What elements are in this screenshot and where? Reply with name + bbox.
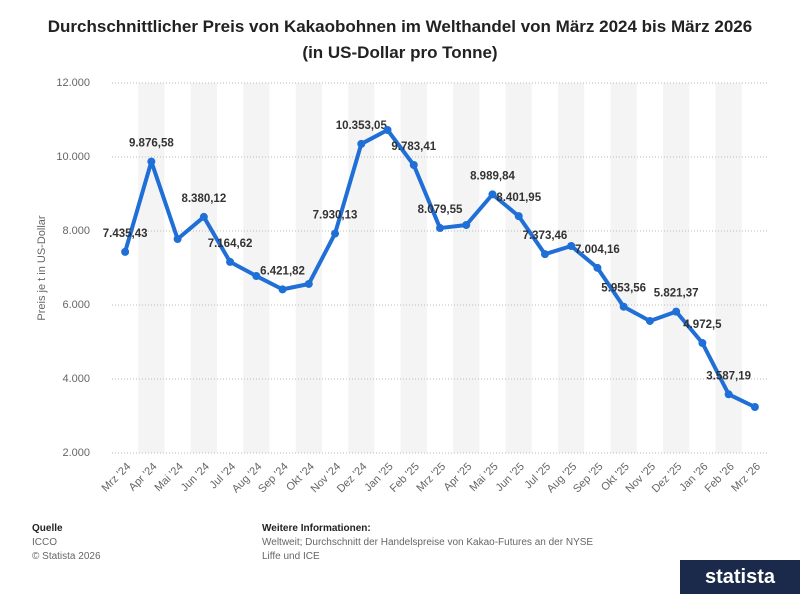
info-title: Weitere Informationen: <box>262 523 371 534</box>
value-label: 8.989,84 <box>470 170 515 182</box>
x-tick-label: Sep '24 <box>256 461 291 496</box>
point <box>488 190 497 199</box>
value-label: 3.587,19 <box>706 370 751 382</box>
x-tick-label: Jun '24 <box>179 461 212 494</box>
copyright: © Statista 2026 <box>32 551 101 562</box>
value-label: 7.164,62 <box>208 238 253 250</box>
value-label: 6.421,82 <box>260 265 305 277</box>
point <box>619 302 628 311</box>
point <box>672 307 681 316</box>
y-tick-label: 2.000 <box>62 447 90 459</box>
band <box>243 83 270 453</box>
chart-title: Durchschnittlicher Preis von Kakaobohnen… <box>47 17 753 62</box>
point <box>226 257 235 266</box>
value-label: 7.930,13 <box>313 210 358 222</box>
value-label: 8.079,55 <box>418 204 463 216</box>
point <box>252 271 261 280</box>
value-label: 8.401,95 <box>496 192 541 204</box>
value-label: 4.972,5 <box>683 319 722 331</box>
point <box>357 139 366 148</box>
x-tick-label: Jun '25 <box>494 461 527 494</box>
y-tick-label: 8.000 <box>62 225 90 237</box>
point <box>750 403 759 412</box>
band <box>400 83 427 453</box>
point <box>173 234 182 243</box>
point <box>698 339 707 348</box>
x-tick-label: Sep '25 <box>571 461 606 496</box>
band <box>505 83 532 453</box>
y-axis-label: Preis je t in US-Dollar <box>36 215 48 320</box>
logo[interactable]: statista <box>680 560 800 594</box>
point <box>121 247 130 256</box>
point <box>199 212 208 221</box>
point <box>278 285 287 294</box>
point <box>462 221 471 230</box>
info: Weltweit; Durchschnitt der Handelspreise… <box>262 537 594 562</box>
x-tick-label: Dez '25 <box>650 461 685 496</box>
band <box>190 83 217 453</box>
info-block: Weitere Informationen: Weltweit; Durchsc… <box>262 522 602 564</box>
source-block: Quelle ICCO © Statista 2026 <box>32 522 372 564</box>
value-label: 5.821,37 <box>654 288 699 300</box>
band <box>558 83 585 453</box>
source: ICCO <box>32 537 57 548</box>
line <box>123 127 756 409</box>
point <box>514 212 523 221</box>
point <box>567 241 576 250</box>
y-tick-label: 4.000 <box>62 373 90 385</box>
value-label: 7.373,46 <box>523 230 568 242</box>
point <box>409 161 418 170</box>
point <box>304 279 313 288</box>
value-label: 7.435,43 <box>103 228 148 240</box>
point <box>593 263 602 272</box>
point <box>147 157 156 166</box>
point <box>724 390 733 399</box>
point <box>540 250 549 259</box>
source-title: Quelle <box>32 523 63 534</box>
band <box>138 83 165 453</box>
value-label: 7.004,16 <box>575 244 620 256</box>
x-tick-label: Mrz '26 <box>729 461 763 495</box>
x-tick-label: Dez '24 <box>335 461 370 496</box>
point <box>436 224 444 233</box>
value-label: 9.783,41 <box>391 141 436 153</box>
x-tick-label: Feb '26 <box>703 461 737 495</box>
point <box>331 229 340 238</box>
x-tick-label: Mrz '25 <box>414 461 448 495</box>
point <box>645 316 654 325</box>
x-tick-label: Feb '25 <box>388 461 422 495</box>
value-label: 5.953,56 <box>601 283 646 295</box>
y-tick-label: 12.000 <box>56 77 90 89</box>
band <box>663 83 690 453</box>
y-tick-label: 10.000 <box>56 151 90 163</box>
value-label: 9.876,58 <box>129 138 174 150</box>
band <box>453 83 480 453</box>
y-tick-label: 6.000 <box>62 299 90 311</box>
value-label: 8.380,12 <box>181 193 226 205</box>
x-tick-label: Mrz '24 <box>100 461 134 495</box>
value-label: 10.353,05 <box>336 120 388 132</box>
band <box>610 83 637 453</box>
point <box>383 125 392 134</box>
